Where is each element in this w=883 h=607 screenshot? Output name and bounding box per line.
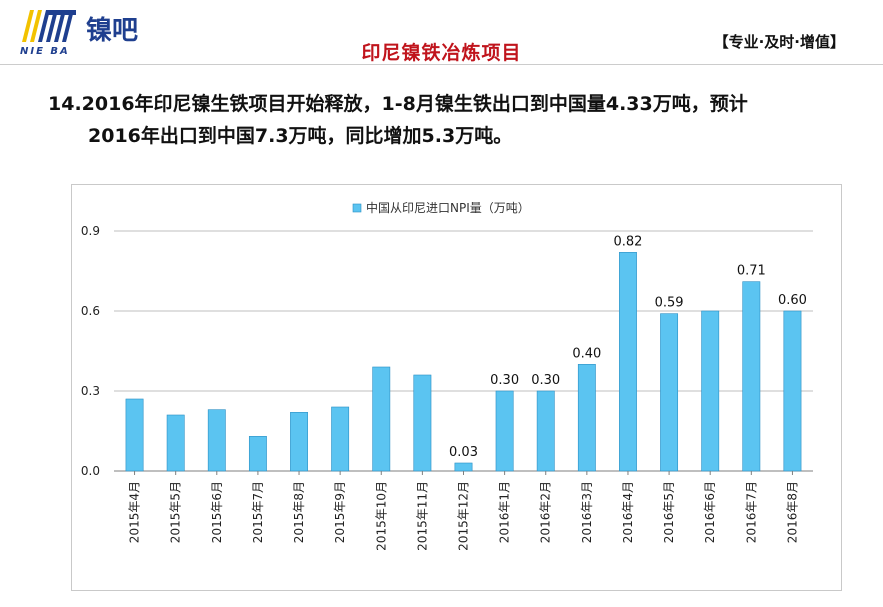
bar: [701, 310, 720, 472]
x-tick-label: 2016年7月: [744, 481, 758, 543]
bar: [331, 406, 350, 472]
x-tick-label: 2015年7月: [251, 481, 265, 543]
y-tick-label: 0.9: [81, 224, 100, 238]
x-tick-label: 2016年5月: [662, 481, 676, 543]
bar: [742, 281, 761, 472]
bar: [125, 398, 144, 472]
bar: [248, 436, 267, 472]
bar: [619, 252, 637, 472]
headline-line-1: 14.2016年印尼镍生铁项目开始释放，1-8月镍生铁出口到中国量4.33万吨，…: [48, 93, 748, 115]
chart-legend: 中国从印尼进口NPI量（万吨）: [352, 200, 530, 215]
bar: [413, 374, 432, 472]
data-label: 0.30: [531, 373, 560, 388]
x-tick-label: 2015年11月: [415, 481, 429, 551]
bar: [660, 313, 679, 472]
x-tick-label: 2015年6月: [210, 481, 224, 543]
bar: [577, 364, 596, 472]
slogan: 【专业·及时·增值】: [713, 33, 845, 51]
bar: [290, 412, 308, 472]
y-tick-label: 0.0: [81, 464, 100, 478]
chart-bars: [125, 252, 802, 472]
header-divider: [0, 64, 883, 65]
y-tick-label: 0.6: [81, 304, 100, 318]
x-tick-label: 2016年1月: [498, 481, 512, 543]
x-tick-label: 2016年8月: [785, 481, 799, 543]
logo-yellow-stripes: [22, 10, 34, 42]
y-tick-label: 0.3: [81, 384, 100, 398]
x-tick-label: 2015年4月: [128, 481, 142, 543]
data-label: 0.60: [778, 293, 807, 308]
data-label: 0.82: [613, 234, 642, 249]
headline-line-2: 2016年出口到中国7.3万吨，同比增加5.3万吨。: [88, 125, 513, 147]
x-tick-label: 2015年8月: [292, 481, 306, 543]
data-label: 0.30: [490, 373, 519, 388]
data-label: 0.40: [572, 346, 601, 361]
logo-text-en: NIE BA: [20, 46, 70, 57]
x-tick-label: 2016年2月: [539, 481, 553, 543]
bar: [454, 462, 473, 472]
nieba-logo[interactable]: NIE BA 镍吧: [18, 6, 158, 58]
headline: 14.2016年印尼镍生铁项目开始释放，1-8月镍生铁出口到中国量4.33万吨，…: [48, 88, 868, 152]
legend-label: 中国从印尼进口NPI量（万吨）: [366, 200, 530, 215]
bar: [166, 414, 185, 472]
bar: [783, 310, 802, 472]
data-label: 0.59: [655, 296, 684, 311]
chart-panel: 中国从印尼进口NPI量（万吨） 0.0 0.3 0.6 0.9 0.03 0.30 0.3…: [71, 184, 842, 591]
x-axis-ticks: 2015年4月 2015年5月 2015年6月 2015年7月 2015年8月 2015年…: [128, 471, 799, 551]
bar: [372, 366, 391, 472]
bar: [536, 390, 555, 472]
x-tick-label: 2015年10月: [374, 481, 388, 551]
npi-import-bar-chart: 中国从印尼进口NPI量（万吨） 0.0 0.3 0.6 0.9 0.03 0.30 0.3…: [81, 200, 813, 551]
data-label: 0.71: [737, 264, 766, 279]
x-tick-label: 2015年9月: [333, 481, 347, 543]
bar: [207, 409, 226, 472]
x-tick-label: 2016年3月: [580, 481, 594, 543]
legend-swatch: [352, 203, 362, 213]
bar: [495, 390, 514, 472]
nieba-logo-mark: [22, 10, 76, 42]
y-axis-ticks: 0.0 0.3 0.6 0.9: [81, 224, 100, 478]
page-title: 印尼镍铁冶炼项目: [361, 42, 522, 64]
data-label: 0.03: [449, 445, 478, 460]
x-tick-label: 2016年6月: [703, 481, 717, 543]
logo-text-cn: 镍吧: [86, 16, 139, 46]
x-tick-label: 2015年12月: [457, 481, 471, 551]
data-labels: 0.03 0.30 0.30 0.40 0.82 0.59 0.71 0.60: [449, 234, 807, 460]
x-tick-label: 2015年5月: [169, 481, 183, 543]
x-tick-label: 2016年4月: [621, 481, 635, 543]
